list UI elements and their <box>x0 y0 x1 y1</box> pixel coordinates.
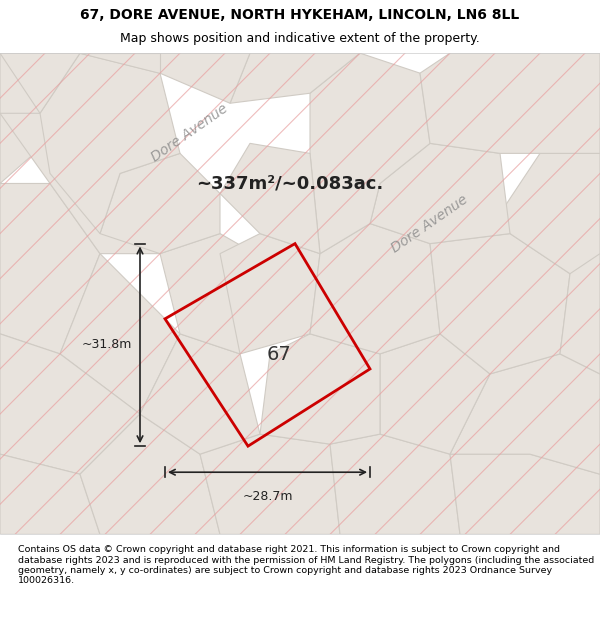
Text: Map shows position and indicative extent of the property.: Map shows position and indicative extent… <box>120 32 480 45</box>
Polygon shape <box>260 334 380 444</box>
Text: 67, DORE AVENUE, NORTH HYKEHAM, LINCOLN, LN6 8LL: 67, DORE AVENUE, NORTH HYKEHAM, LINCOLN,… <box>80 8 520 22</box>
Polygon shape <box>0 334 140 474</box>
Text: ~28.7m: ~28.7m <box>242 490 293 503</box>
Text: Dore Avenue: Dore Avenue <box>389 192 471 255</box>
Polygon shape <box>500 153 600 274</box>
Text: Contains OS data © Crown copyright and database right 2021. This information is : Contains OS data © Crown copyright and d… <box>18 545 594 586</box>
Polygon shape <box>450 454 600 534</box>
Polygon shape <box>560 254 600 374</box>
Text: ~31.8m: ~31.8m <box>82 338 132 351</box>
Polygon shape <box>330 434 460 534</box>
Polygon shape <box>310 224 440 354</box>
Polygon shape <box>160 234 290 354</box>
Polygon shape <box>220 234 320 354</box>
Polygon shape <box>380 334 490 454</box>
Polygon shape <box>230 53 360 103</box>
Text: 67: 67 <box>267 345 292 364</box>
Polygon shape <box>310 53 430 254</box>
Polygon shape <box>80 414 220 534</box>
Polygon shape <box>450 354 600 474</box>
Polygon shape <box>0 53 120 184</box>
Polygon shape <box>100 153 220 254</box>
Text: ~337m²/~0.083ac.: ~337m²/~0.083ac. <box>196 174 383 192</box>
Polygon shape <box>220 143 320 254</box>
Polygon shape <box>0 113 180 254</box>
Polygon shape <box>160 53 250 103</box>
Polygon shape <box>420 53 600 153</box>
Polygon shape <box>430 234 570 374</box>
Polygon shape <box>80 53 160 73</box>
Polygon shape <box>0 184 100 354</box>
Text: Dore Avenue: Dore Avenue <box>149 102 231 165</box>
Polygon shape <box>200 434 340 534</box>
Polygon shape <box>370 143 510 244</box>
Polygon shape <box>0 454 100 534</box>
Polygon shape <box>60 254 180 414</box>
Polygon shape <box>0 53 80 113</box>
Polygon shape <box>40 53 180 234</box>
Polygon shape <box>140 334 260 454</box>
